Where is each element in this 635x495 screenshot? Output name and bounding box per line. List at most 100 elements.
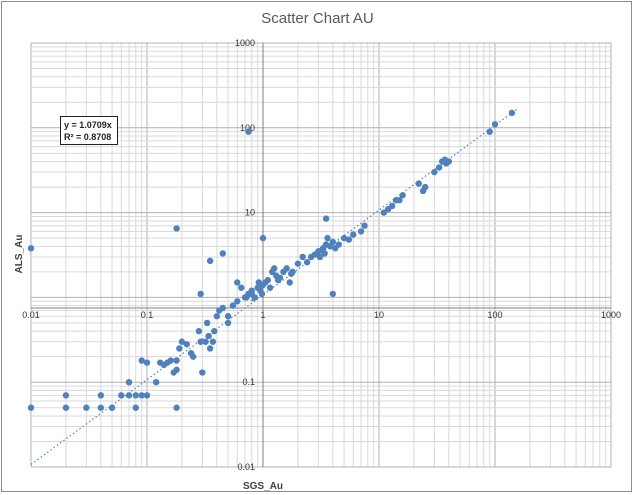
- data-point: [299, 253, 306, 261]
- data-point: [173, 225, 180, 232]
- data-point: [206, 345, 214, 352]
- data-point: [421, 183, 429, 191]
- data-point: [350, 231, 357, 238]
- data-point: [286, 279, 293, 286]
- data-point: [303, 259, 311, 266]
- trendline-equation: y = 1.0709x: [64, 120, 112, 130]
- data-point: [125, 379, 133, 386]
- data-point: [132, 404, 139, 411]
- data-point: [189, 353, 197, 360]
- data-point: [27, 245, 35, 252]
- data-point: [167, 357, 174, 364]
- data-point: [259, 234, 267, 242]
- data-point: [62, 392, 70, 399]
- x-tick-label: 0.01: [22, 310, 40, 320]
- data-point: [178, 338, 186, 345]
- data-point: [62, 404, 70, 411]
- data-point: [173, 404, 180, 411]
- data-point: [491, 121, 499, 128]
- data-point: [399, 192, 406, 199]
- data-point: [125, 392, 133, 399]
- data-points: [27, 109, 516, 411]
- data-point: [329, 290, 337, 298]
- data-point: [266, 284, 274, 291]
- data-point: [289, 268, 296, 276]
- data-point: [118, 392, 125, 399]
- data-point: [197, 338, 204, 345]
- tick-labels: 0.010.1110100100010001001010.10.01: [22, 38, 621, 472]
- data-point: [264, 276, 272, 284]
- data-point: [283, 265, 290, 272]
- data-point: [435, 164, 443, 171]
- data-point: [486, 128, 493, 135]
- data-point: [294, 260, 302, 267]
- data-point: [152, 379, 160, 386]
- data-point: [224, 319, 232, 327]
- data-point: [248, 290, 255, 298]
- data-point: [324, 234, 331, 242]
- data-point: [195, 327, 203, 335]
- data-point: [203, 319, 211, 327]
- data-point: [245, 128, 252, 135]
- data-point: [199, 369, 206, 376]
- data-point: [211, 327, 218, 335]
- data-point: [396, 197, 403, 204]
- chart-title: Scatter Chart AU: [261, 10, 374, 27]
- data-point: [183, 341, 190, 348]
- data-point: [202, 338, 209, 345]
- data-point: [229, 302, 237, 309]
- data-point: [97, 392, 105, 399]
- data-point: [335, 241, 342, 248]
- data-point: [340, 234, 348, 242]
- data-point: [206, 257, 214, 265]
- x-axis-title: SGS_Au: [243, 481, 283, 492]
- data-point: [27, 404, 35, 411]
- data-point: [197, 290, 204, 298]
- data-point: [508, 109, 516, 117]
- data-point: [132, 392, 139, 399]
- data-point: [345, 236, 353, 243]
- data-point: [380, 209, 388, 216]
- data-point: [361, 222, 368, 229]
- data-point: [276, 274, 284, 282]
- data-point: [415, 180, 422, 187]
- data-point: [234, 298, 241, 305]
- axes: [31, 43, 611, 467]
- x-tick-label: 1: [260, 310, 265, 320]
- data-point: [213, 313, 221, 320]
- data-point: [83, 404, 90, 411]
- data-point: [205, 332, 212, 340]
- data-point: [357, 228, 365, 235]
- data-point: [224, 313, 232, 320]
- data-point: [445, 158, 453, 165]
- x-tick-label: 1000: [601, 310, 621, 320]
- data-point: [238, 284, 245, 291]
- data-point: [97, 404, 105, 411]
- x-tick-label: 100: [487, 310, 502, 320]
- data-point: [138, 357, 145, 364]
- data-point: [108, 404, 116, 411]
- trendline-label: y = 1.0709x R² = 0.8708: [60, 116, 118, 145]
- data-point: [389, 202, 396, 210]
- data-point: [143, 392, 151, 399]
- data-point: [258, 290, 266, 298]
- trendline-r2: R² = 0.8708: [64, 132, 112, 142]
- data-point: [316, 253, 324, 261]
- x-tick-label: 0.1: [141, 310, 154, 320]
- x-tick-label: 10: [374, 310, 384, 320]
- data-point: [322, 215, 330, 222]
- data-point: [219, 304, 226, 312]
- y-tick-label: 0.1: [242, 377, 255, 387]
- y-axis-title: ALS_Au: [14, 235, 25, 274]
- data-point: [138, 392, 145, 399]
- y-tick-label: 100: [240, 123, 255, 133]
- y-tick-label: 0.01: [237, 462, 255, 472]
- data-point: [321, 250, 328, 257]
- data-point: [176, 345, 183, 352]
- data-point: [143, 359, 151, 366]
- grid-lines: [30, 42, 612, 468]
- data-point: [173, 357, 180, 364]
- data-point: [219, 250, 226, 257]
